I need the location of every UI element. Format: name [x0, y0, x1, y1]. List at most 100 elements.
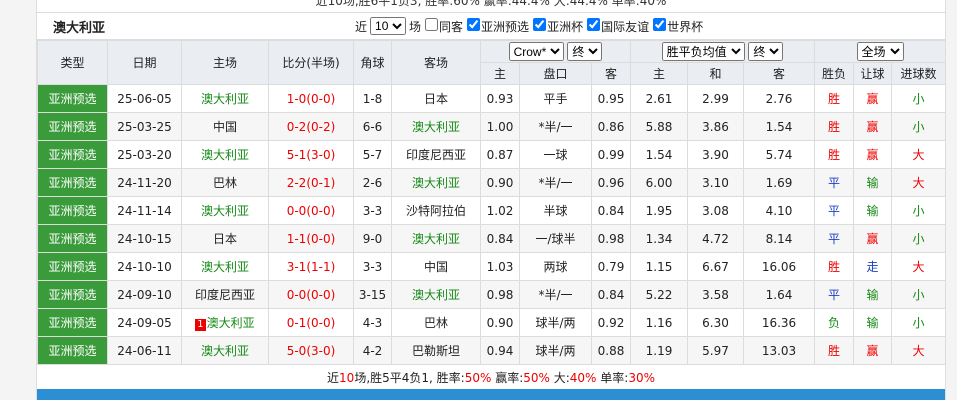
match-date: 25-06-05: [107, 84, 182, 113]
corners: 1-8: [353, 84, 392, 113]
ah-home: 0.93: [480, 84, 520, 113]
corners: 6-6: [353, 112, 392, 141]
panel: 近10场,胜6平1负3, 胜率:60% 赢率:44.4% 大:44.4% 单率:…: [36, 0, 947, 400]
column-header: 客场: [391, 40, 481, 85]
away-team: 中国: [391, 252, 481, 281]
filter-checkbox[interactable]: [467, 17, 481, 31]
goals-outcome: 小: [891, 112, 947, 141]
score: 5-1(3-0): [268, 140, 354, 169]
handicap: 一/球半: [519, 224, 592, 253]
home-team: 澳大利亚: [181, 140, 269, 169]
away-odds: 1.69: [742, 168, 816, 197]
recent-select[interactable]: 10: [370, 17, 407, 35]
handicap: 平手: [519, 84, 592, 113]
match-type: 亚洲预选: [37, 336, 108, 365]
ah-away: 0.88: [591, 336, 631, 365]
match-type: 亚洲预选: [37, 140, 108, 169]
sub-header: 客: [742, 62, 816, 85]
header-select[interactable]: 胜平负均值: [661, 42, 745, 61]
draw-odds: 5.97: [687, 336, 744, 365]
corners: 3-3: [353, 196, 392, 225]
match-type: 亚洲预选: [37, 196, 108, 225]
draw-odds: 2.99: [687, 84, 744, 113]
handicap: 半球: [519, 196, 592, 225]
asian-outcome: 走: [853, 252, 893, 281]
match-date: 25-03-20: [107, 140, 182, 169]
score: 5-0(3-0): [268, 336, 354, 365]
corners: 3-3: [353, 252, 392, 281]
corners: 9-0: [353, 224, 392, 253]
section-bar: [37, 389, 945, 400]
result-outcome: 负: [814, 308, 855, 337]
asian-outcome: 输: [853, 168, 893, 197]
match-type: 亚洲预选: [37, 280, 108, 309]
home-team: 澳大利亚: [181, 84, 269, 113]
footer-part: 10: [339, 371, 355, 385]
draw-odds: 3.86: [687, 112, 744, 141]
filter-checkbox[interactable]: [425, 17, 439, 31]
filter-checkbox[interactable]: [587, 17, 601, 31]
column-header: 类型: [37, 40, 108, 85]
away-team: 巴勒斯坦: [391, 336, 481, 365]
result-outcome: 胜: [814, 336, 855, 365]
away-odds: 1.64: [742, 280, 816, 309]
column-group: Crow* 终: [480, 40, 631, 63]
footer-part: 赢率:: [491, 371, 524, 385]
away-odds: 16.36: [742, 308, 816, 337]
match-row: 亚洲预选 24-09-10 印度尼西亚 0-0(0-0) 3-15 澳大利亚 0.98 *半/…: [37, 280, 947, 309]
away-odds: 4.10: [742, 196, 816, 225]
match-table: 类型 日期 主场 比分(半场) 角球 客场 Crow* 终 胜平负均值 终 全场 主盘口客主…: [37, 40, 947, 365]
asian-outcome: 赢: [853, 224, 893, 253]
header-select[interactable]: 终: [748, 42, 784, 61]
asian-outcome: 输: [853, 280, 893, 309]
asian-outcome: 赢: [853, 112, 893, 141]
goals-outcome: 大: [891, 336, 947, 365]
handicap: *半/一: [519, 280, 592, 309]
ah-home: 0.84: [480, 224, 520, 253]
away-team: 澳大利亚: [391, 112, 481, 141]
filter-checkbox[interactable]: [653, 17, 667, 31]
ah-away: 0.86: [591, 112, 631, 141]
handicap: 一球: [519, 140, 592, 169]
result-outcome: 胜: [814, 140, 855, 169]
away-odds: 8.14: [742, 224, 816, 253]
corners: 4-3: [353, 308, 392, 337]
header-row: 类型 日期 主场 比分(半场) 角球 客场 Crow* 终 胜平负均值 终 全场: [37, 40, 947, 85]
team-title: 澳大利亚: [53, 20, 106, 36]
footer-part: 30%: [628, 371, 655, 385]
match-date: 24-11-14: [107, 196, 182, 225]
away-team: 澳大利亚: [391, 168, 481, 197]
column-header: 角球: [353, 40, 392, 85]
draw-odds: 6.67: [687, 252, 744, 281]
handicap: 两球: [519, 252, 592, 281]
away-odds: 1.54: [742, 112, 816, 141]
home-name: 澳大利亚: [206, 316, 255, 330]
header-select[interactable]: 全场: [856, 42, 904, 61]
ah-home: 0.90: [480, 308, 520, 337]
asian-outcome: 输: [853, 196, 893, 225]
footer-part: 50%: [464, 371, 492, 385]
match-row: 亚洲预选 24-09-05 1 澳大利亚 0-1(0-0) 4-3 巴林 0.90 球半/两 0.…: [37, 308, 947, 337]
header-select[interactable]: 终: [567, 42, 603, 61]
asian-outcome: 赢: [853, 140, 893, 169]
header-select[interactable]: Crow*: [508, 42, 564, 61]
ah-away: 0.84: [591, 196, 631, 225]
away-team: 沙特阿拉伯: [391, 196, 481, 225]
draw-odds: 3.10: [687, 168, 744, 197]
home-odds: 1.95: [630, 196, 688, 225]
filter-checkbox[interactable]: [533, 17, 547, 31]
home-odds: 6.00: [630, 168, 688, 197]
match-date: 24-06-11: [107, 336, 182, 365]
sub-header: 客: [591, 62, 631, 85]
match-type: 亚洲预选: [37, 308, 108, 337]
home-name: 澳大利亚: [200, 148, 249, 162]
corners: 4-2: [353, 336, 392, 365]
corners: 2-6: [353, 168, 392, 197]
home-odds: 1.16: [630, 308, 688, 337]
sub-header: 和: [687, 62, 744, 85]
home-name: 中国: [212, 120, 237, 134]
match-row: 亚洲预选 24-11-14 澳大利亚 0-0(0-0) 3-3 沙特阿拉伯 1.02 半球 0.…: [37, 196, 947, 225]
match-date: 24-09-10: [107, 280, 182, 309]
home-name: 澳大利亚: [200, 260, 249, 274]
match-row: 亚洲预选 24-11-20 巴林 2-2(0-1) 2-6 澳大利亚 0.90 *半/一 0.9…: [37, 168, 947, 197]
